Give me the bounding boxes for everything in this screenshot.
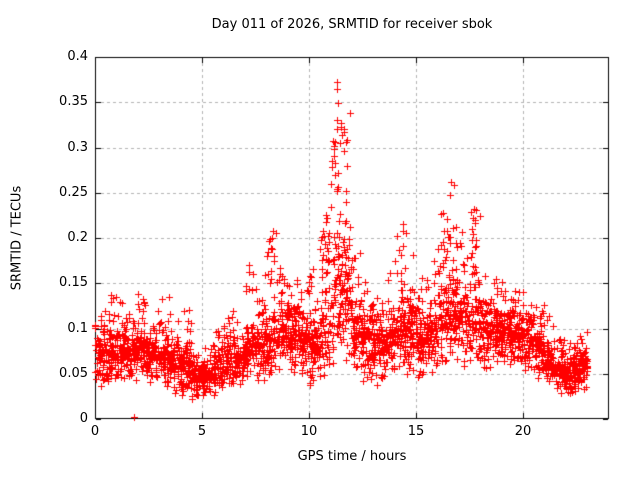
y-tick-label: 0.35 — [59, 94, 88, 109]
y-tick-label: 0.2 — [67, 230, 88, 245]
x-tick-label: 0 — [90, 424, 100, 439]
chart-title: Day 011 of 2026, SRMTID for receiver sbo… — [211, 17, 493, 32]
x-tick-label: 5 — [197, 424, 207, 439]
x-axis-label: GPS time / hours — [297, 449, 407, 464]
x-tick-label: 15 — [407, 424, 425, 439]
y-tick-label: 0.15 — [59, 275, 88, 290]
y-tick-label: 0.4 — [67, 49, 88, 64]
x-tick-label: 20 — [514, 424, 532, 439]
y-tick-label: 0.05 — [59, 366, 88, 381]
y-tick-label: 0 — [79, 411, 88, 426]
y-tick-label: 0.1 — [67, 321, 88, 336]
y-tick-label: 0.25 — [59, 185, 88, 200]
x-tick-label: 10 — [300, 424, 318, 439]
y-tick-label: 0.3 — [67, 140, 88, 155]
